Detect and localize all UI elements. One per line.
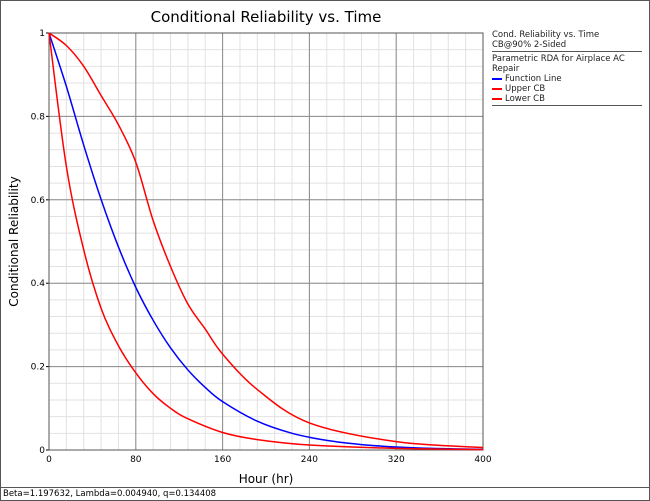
y-tick-label: 0.4 <box>31 279 46 289</box>
series-line-upper-cb <box>48 32 484 449</box>
x-tick-label: 400 <box>474 455 491 465</box>
chart-title: Conditional Reliability vs. Time <box>150 8 382 26</box>
x-tick-label: 320 <box>388 455 405 465</box>
legend-label: Upper CB <box>505 84 546 94</box>
legend-item-upper: Upper CB <box>492 84 642 94</box>
legend-group: Parametric RDA for Airplace AC Repair <box>492 54 625 74</box>
plot-border <box>48 32 484 451</box>
y-axis-label: Conditional Reliability <box>7 176 21 306</box>
y-tick-label: 0.8 <box>31 112 46 122</box>
legend-item-function: Function Line <box>492 74 642 84</box>
status-bar: Beta=1.197632, Lambda=0.004940, q=0.1344… <box>1 487 649 500</box>
y-tick-label: 1 <box>39 29 45 39</box>
y-tick-label: 0.2 <box>31 363 45 373</box>
legend-header-cb: CB@90% 2-Sided <box>492 40 567 50</box>
legend-swatch <box>492 97 502 100</box>
legend-swatch <box>492 87 502 90</box>
legend-header-title: Cond. Reliability vs. Time <box>492 30 600 40</box>
legend-item-lower: Lower CB <box>492 94 642 104</box>
legend: Cond. Reliability vs. Time CB@90% 2-Side… <box>492 30 642 106</box>
series-line-function-line <box>48 32 484 451</box>
x-tick-label: 240 <box>301 455 318 465</box>
y-tick-label: 0 <box>39 446 45 456</box>
x-tick-label: 160 <box>214 455 231 465</box>
x-tick-label: 0 <box>46 455 52 465</box>
y-tick-label: 0.6 <box>31 196 46 206</box>
x-axis-label: Hour (hr) <box>239 472 294 486</box>
legend-swatch <box>492 77 502 80</box>
x-tick-label: 80 <box>130 455 142 465</box>
legend-label: Lower CB <box>505 94 545 104</box>
legend-label: Function Line <box>505 74 562 84</box>
series-line-lower-cb <box>48 32 484 451</box>
